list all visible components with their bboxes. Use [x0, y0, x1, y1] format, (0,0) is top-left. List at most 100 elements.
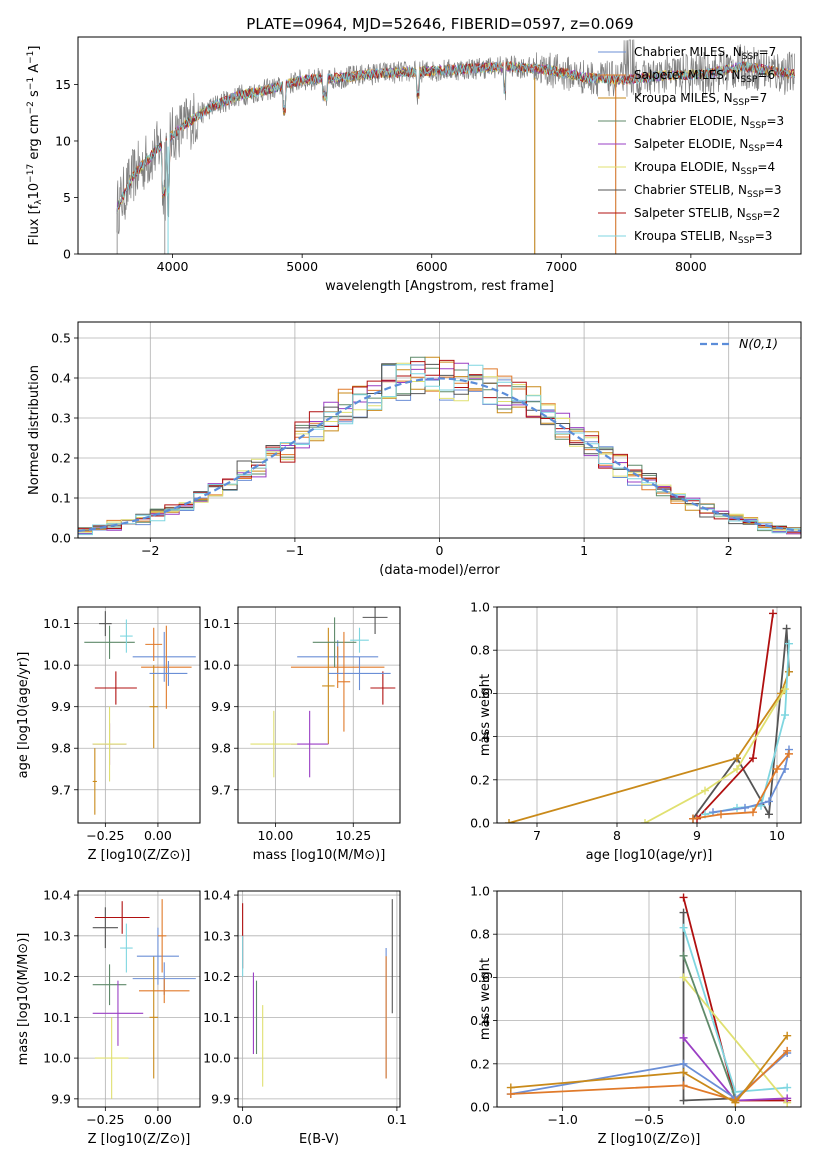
y-tick-label: 0.4: [470, 729, 490, 744]
y-tick-label: 10.2: [203, 969, 231, 984]
normal-reference-curve: [78, 377, 801, 533]
mass-weight-line: [682, 955, 737, 1099]
y-tick-label: 0.4: [470, 1013, 490, 1028]
x-axis-label: mass [log10(M/M⊙)]: [253, 848, 386, 863]
legend-count: =3: [755, 229, 773, 243]
y-tick-label: 5: [63, 190, 71, 205]
panel-mass-weight-vs-Z: −1.0 −0.5 0.0 0.0 0.2 0.4 0.6 0.8 1.0 Z [log10(Z/…: [470, 884, 802, 1147]
y-tick-label: 9.8: [211, 741, 231, 756]
panel-mass-vs-Z: −0.25 0.00 9.9 10.0 10.1 10.2 10.3 10.4 Z [log10…: [16, 888, 201, 1147]
y-tick-label: 10.4: [203, 888, 231, 903]
y-tick-label: 0.6: [470, 970, 490, 985]
x-tick-label: −1: [286, 543, 304, 558]
panel-mass-vs-ebv: 0.0 0.1 9.9 10.0 10.1 10.2 10.3 10.4 E(B-V): [203, 888, 407, 1147]
mass-weight-line: [510, 1035, 788, 1104]
mass-weight-line: [508, 671, 790, 823]
legend-subscript: SSP: [742, 52, 759, 62]
mass-weight-marker: [781, 685, 789, 694]
figure-title: PLATE=0964, MJD=52646, FIBERID=0597, z=0…: [246, 15, 633, 33]
mass-weight-marker: [641, 819, 649, 823]
mass-weight-marker: [769, 609, 777, 618]
y-tick-label: 0.3: [51, 411, 71, 426]
y-axis-label-part: −17: [26, 164, 36, 183]
x-tick-label: −1.0: [547, 1112, 577, 1127]
mass-weight-marker: [765, 810, 773, 819]
y-tick-label: 10.1: [43, 1010, 71, 1025]
y-tick-label: 0.8: [470, 927, 490, 942]
x-tick-label: 0.0: [233, 1112, 253, 1127]
residual-histogram: [78, 356, 801, 532]
mass-weight-marker: [785, 749, 793, 758]
mass-weight-marker: [679, 1033, 688, 1042]
legend-entry: Chabrier ELODIE, NSSP=3: [634, 114, 784, 131]
legend-subscript: SSP: [741, 167, 758, 177]
axes-frame: [237, 890, 401, 1108]
mass-weight-marker: [773, 765, 781, 773]
panel-spectrum: 4000 5000 6000 7000 8000 0 5 10 15 wavelength [An…: [26, 36, 802, 294]
residual-histogram: [78, 364, 801, 536]
mass-weight-marker: [679, 908, 688, 917]
y-tick-label: 1.0: [470, 884, 490, 899]
x-tick-label: 0.00: [144, 828, 172, 843]
y-axis-label-part: 10: [27, 183, 42, 200]
y-axis-label: age [log10(age/yr)]: [16, 652, 31, 779]
mass-weight-marker: [733, 765, 741, 773]
legend-entry: Salpeter STELIB, NSSP=2: [634, 206, 780, 223]
x-tick-label: 0.0: [725, 1112, 745, 1127]
plot-area: [78, 891, 200, 1107]
panel-mass-weight-vs-age: 7 8 9 10 0.0 0.2 0.4 0.6 0.8 1.0 age [log10(age/yr…: [470, 600, 802, 863]
y-tick-label: 0.4: [51, 371, 71, 386]
y-tick-label: 0.2: [470, 1056, 490, 1071]
y-tick-label: 0.2: [470, 772, 490, 787]
spectrum-legend: Chabrier MILES, NSSP=7 Salpeter MILES, NS…: [598, 45, 784, 246]
y-axis-label-part: A: [27, 64, 42, 77]
mass-weight-line: [510, 1050, 788, 1102]
y-tick-label: 9.9: [51, 699, 71, 714]
legend-entry: Kroupa ELODIE, NSSP=4: [634, 160, 775, 177]
x-tick-label: 6000: [416, 259, 448, 274]
x-axis-label: E(B-V): [299, 1132, 339, 1147]
axes-frame: [237, 606, 401, 824]
legend-entry: Salpeter MILES, NSSP=6: [634, 68, 775, 85]
panel-age-vs-mass: 10.00 10.25 9.7 9.8 9.9 10.0 10.1 mass [log10(M…: [203, 606, 401, 863]
y-tick-label: 9.7: [51, 782, 71, 797]
y-tick-label: 9.7: [211, 782, 231, 797]
mass-weight-marker: [679, 951, 688, 960]
y-axis-label: mass [log10(M/M⊙)]: [16, 933, 31, 1066]
mass-weight-marker: [701, 786, 709, 795]
panel-residuals: −2 −1 0 1 2 0.0 0.1 0.2 0.3 0.4 0.5 (data-model)/er…: [27, 321, 802, 578]
y-axis-label: mass weight: [478, 958, 493, 1040]
mass-weight-line: [712, 749, 790, 814]
legend-entry: Chabrier STELIB, NSSP=3: [634, 183, 782, 200]
y-tick-label: 0: [63, 247, 71, 262]
mass-weight-marker: [679, 1096, 688, 1105]
mass-weight-marker: [731, 1098, 740, 1107]
mass-weight-marker: [679, 1068, 688, 1077]
mass-weight-marker: [679, 1081, 688, 1090]
y-tick-label: 10.1: [203, 616, 231, 631]
y-tick-label: 0.0: [470, 816, 490, 831]
y-axis-label-part: λ: [34, 199, 44, 205]
axes-frame: [496, 606, 802, 824]
spectrum-model-line: [116, 61, 795, 214]
mass-weight-marker: [733, 754, 741, 763]
plot-area: [78, 607, 200, 823]
mass-weight-marker: [679, 923, 688, 932]
x-axis-label: Z [log10(Z/Z⊙)]: [88, 848, 191, 863]
y-tick-label: 0.2: [51, 451, 71, 466]
mass-weight-marker: [679, 893, 688, 902]
y-tick-label: 0.0: [470, 1100, 490, 1115]
plot-area: [238, 891, 400, 1107]
legend-subscript: SSP: [741, 75, 758, 85]
legend-count: =3: [764, 183, 782, 197]
plot-area: [116, 39, 795, 254]
legend-subscript: SSP: [747, 190, 764, 200]
residual-histogram: [78, 362, 801, 533]
x-axis-label: Z [log10(Z/Z⊙)]: [88, 1132, 191, 1147]
x-tick-label: 9: [693, 828, 701, 843]
mass-weight-marker: [783, 1031, 792, 1040]
legend-subscript: SSP: [746, 213, 763, 223]
x-tick-label: −0.25: [86, 828, 124, 843]
x-tick-label: 0.1: [387, 1112, 407, 1127]
plot-area: [78, 322, 801, 538]
